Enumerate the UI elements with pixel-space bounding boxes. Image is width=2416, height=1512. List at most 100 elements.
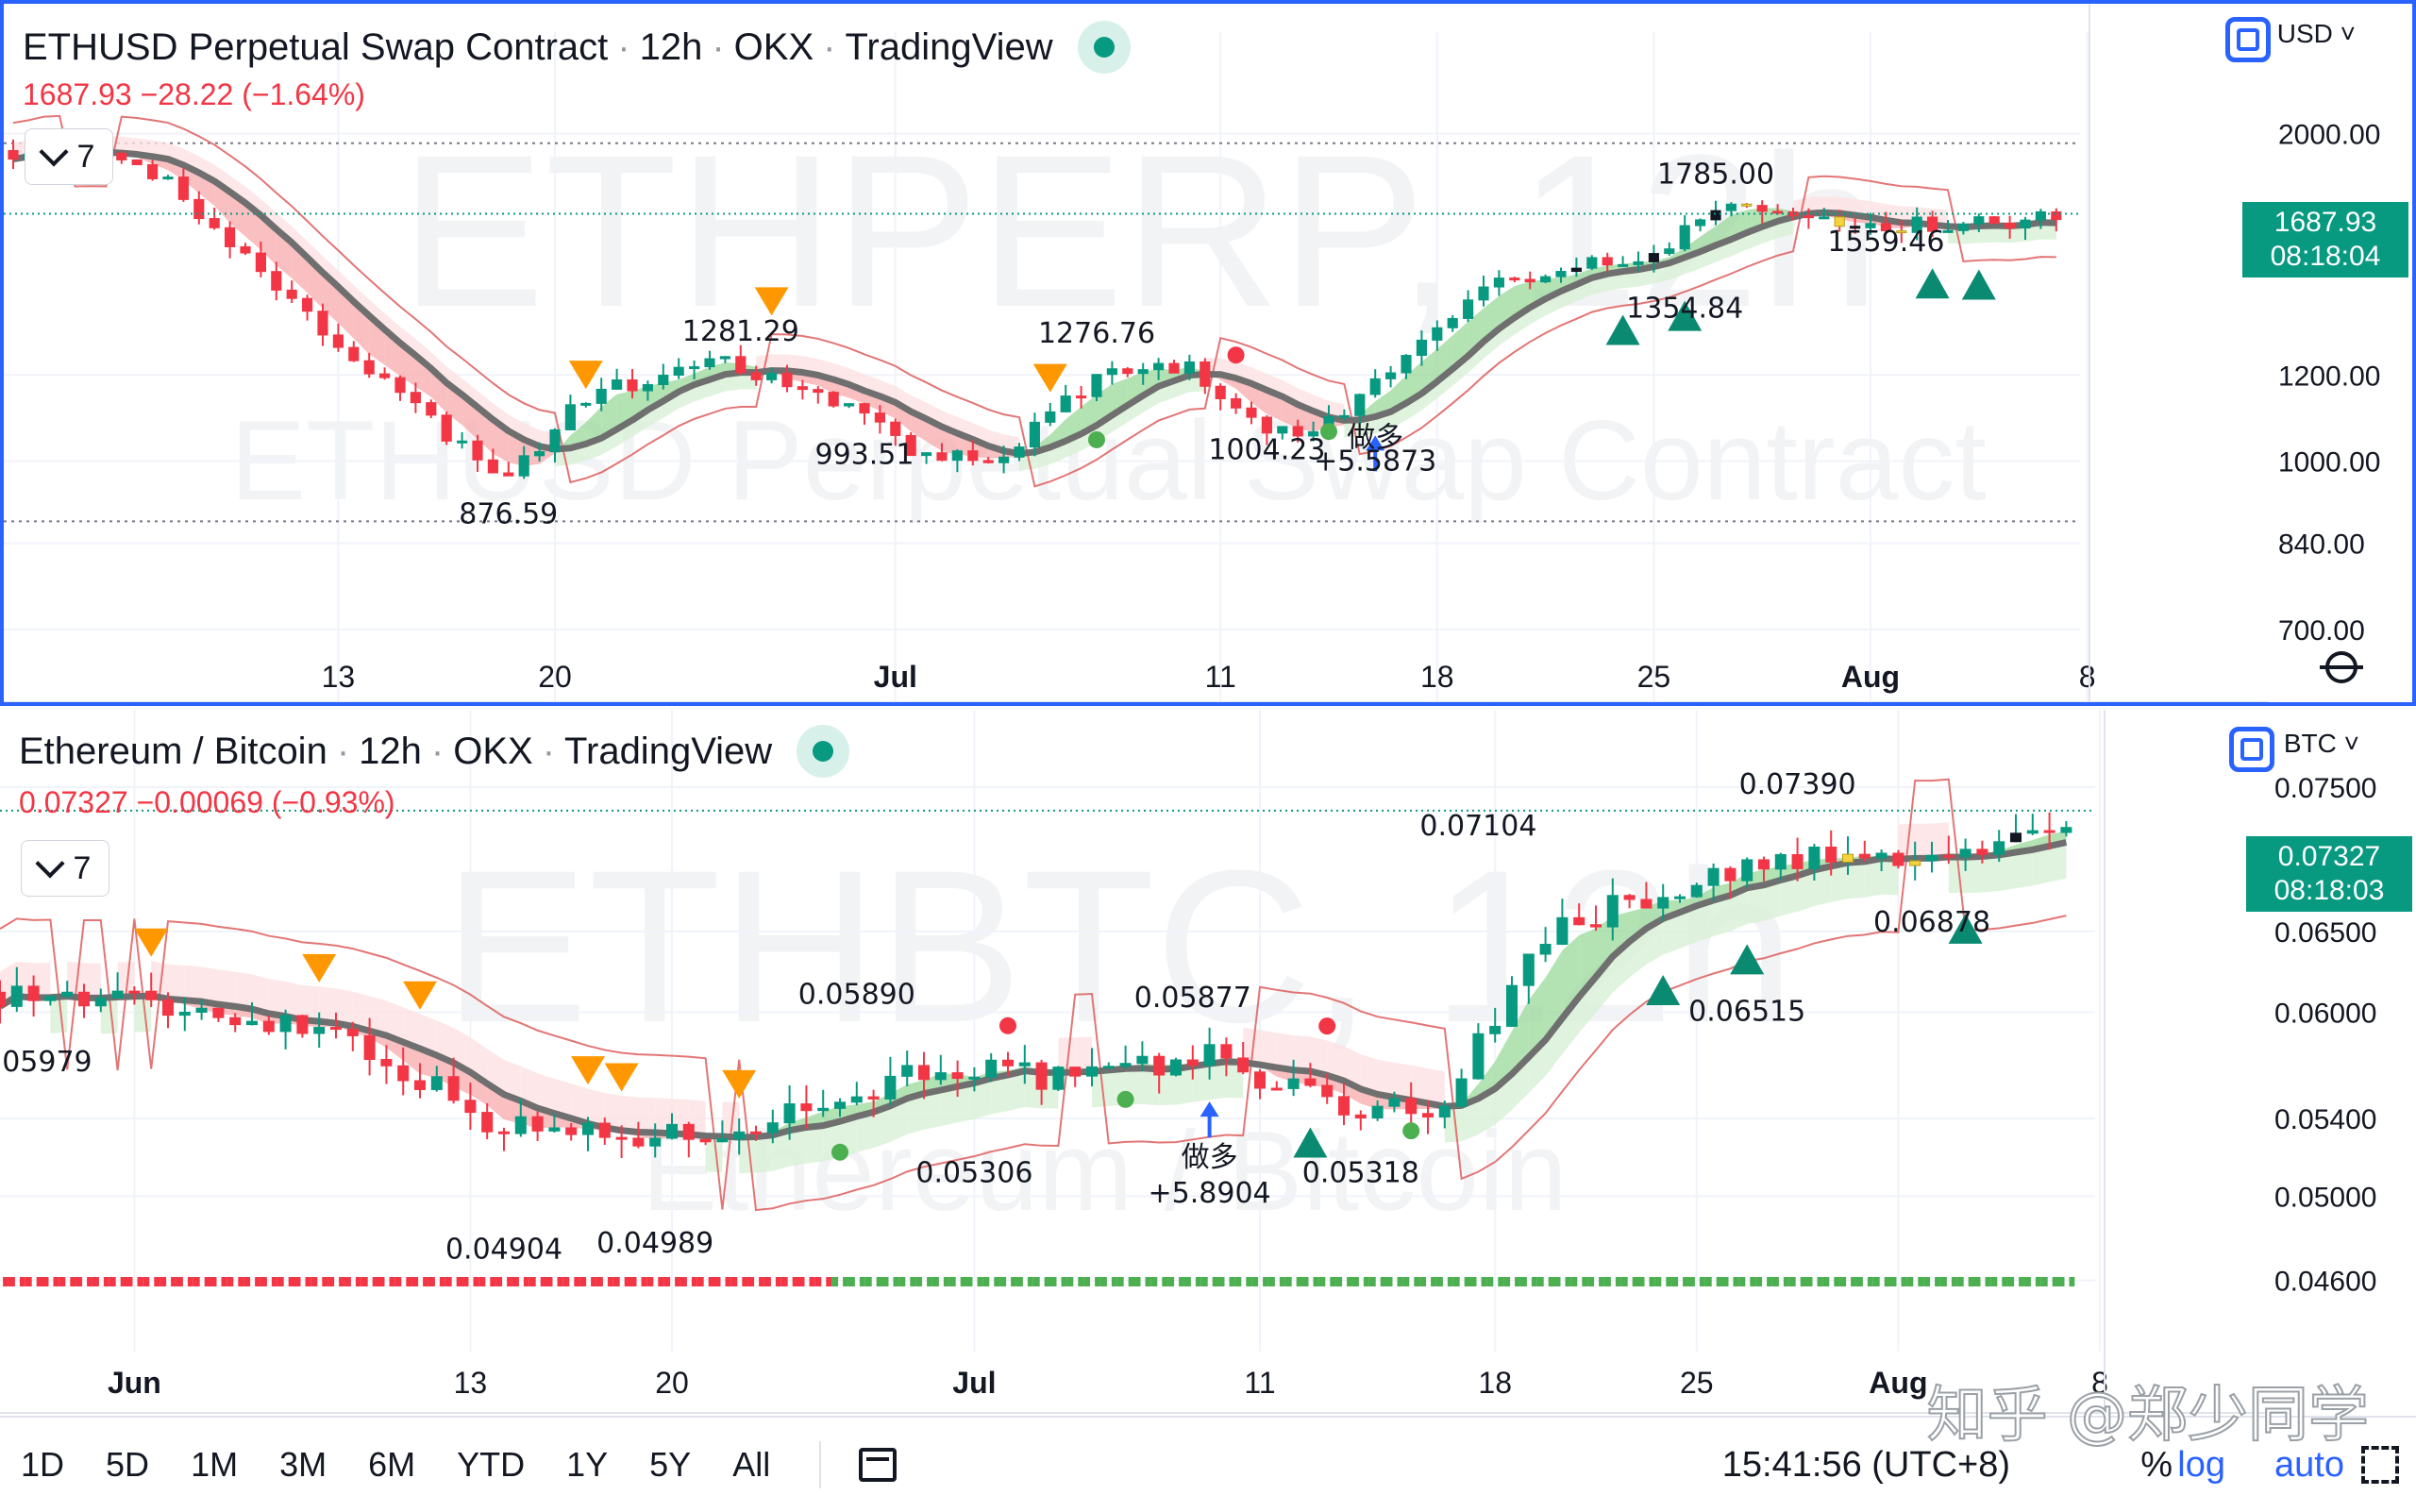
symbol-title[interactable]: Ethereum / Bitcoin bbox=[19, 731, 327, 773]
candle-body bbox=[1036, 1063, 1047, 1089]
range-all-button[interactable]: All bbox=[732, 1445, 770, 1485]
range-6m-button[interactable]: 6M bbox=[368, 1445, 415, 1485]
currency-selector[interactable]: BTC ˅ bbox=[2284, 729, 2359, 759]
last-price-tag: 1687.93 08:18:04 bbox=[2242, 202, 2408, 277]
x-tick-label: 18 bbox=[1420, 660, 1454, 694]
candle-body bbox=[303, 298, 312, 311]
source-label: TradingView bbox=[564, 731, 772, 773]
entry-signal-dot bbox=[1402, 1122, 1419, 1139]
candle-body bbox=[902, 1066, 913, 1076]
candle-body bbox=[1494, 278, 1503, 287]
candle-body bbox=[1322, 1085, 1333, 1097]
x-tick-label: 25 bbox=[1637, 660, 1671, 694]
ethusd-symbol-header[interactable]: ETHUSD Perpetual Swap Contract · 12h · O… bbox=[23, 21, 1131, 74]
candle-body bbox=[196, 1008, 207, 1012]
candle-body bbox=[751, 373, 761, 380]
price-annotation-label: 876.59 bbox=[459, 497, 558, 530]
candle-body bbox=[1826, 848, 1837, 863]
candle-body bbox=[1338, 1097, 1349, 1115]
x-tick-label: 18 bbox=[1478, 1366, 1512, 1400]
candle-body bbox=[1077, 396, 1086, 398]
range-ytd-button[interactable]: YTD bbox=[457, 1445, 525, 1485]
candle-body bbox=[1019, 1063, 1030, 1066]
entry-signal-dot bbox=[831, 1144, 848, 1161]
candle-body bbox=[829, 393, 838, 406]
candle-body bbox=[1571, 268, 1581, 271]
candle-body bbox=[1926, 855, 1937, 861]
candle-body bbox=[427, 403, 436, 415]
candle-body bbox=[814, 390, 823, 393]
candle-body bbox=[28, 986, 39, 1000]
candle-body bbox=[1842, 854, 1853, 862]
candle-body bbox=[117, 153, 126, 160]
currency-selector[interactable]: USD ˅ bbox=[2277, 19, 2356, 49]
candle-body bbox=[241, 246, 250, 253]
entry-signal-dot bbox=[1117, 1091, 1134, 1108]
candle-body bbox=[1742, 860, 1753, 881]
envelope-band-segment bbox=[2016, 849, 2033, 888]
candle-body bbox=[1200, 361, 1210, 386]
candle-body bbox=[643, 384, 652, 391]
candle-body bbox=[633, 1138, 644, 1146]
y-tick-label: 0.04600 bbox=[2274, 1267, 2376, 1298]
interval-label[interactable]: 12h bbox=[359, 731, 422, 773]
price-annotation-label: +5.8904 bbox=[1149, 1177, 1271, 1210]
candle-body bbox=[1169, 363, 1179, 373]
envelope-band-segment bbox=[1932, 822, 1949, 858]
exchange-label: OKX bbox=[734, 26, 814, 69]
candle-body bbox=[1587, 258, 1597, 268]
range-3m-button[interactable]: 3M bbox=[279, 1445, 327, 1485]
candle-body bbox=[1137, 1056, 1148, 1063]
candle-body bbox=[1120, 1064, 1131, 1067]
indicators-collapse-button[interactable]: 7 bbox=[25, 128, 113, 185]
candle-body bbox=[582, 1123, 593, 1134]
market-status-icon[interactable] bbox=[1078, 21, 1131, 74]
market-status-icon[interactable] bbox=[797, 725, 849, 778]
range-1y-button[interactable]: 1Y bbox=[566, 1445, 608, 1485]
range-5y-button[interactable]: 5Y bbox=[649, 1445, 691, 1485]
candle-body bbox=[458, 441, 467, 443]
candle-body bbox=[314, 1028, 325, 1033]
calendar-range-icon[interactable] bbox=[859, 1448, 897, 1482]
candle-body bbox=[1092, 375, 1101, 397]
candle-body bbox=[767, 373, 777, 379]
price-axis-mode-icon[interactable] bbox=[2229, 727, 2274, 772]
envelope-band-segment bbox=[235, 972, 252, 1010]
candle-body bbox=[246, 1021, 257, 1024]
indicators-collapse-button[interactable]: 7 bbox=[21, 840, 109, 897]
ethbtc-symbol-header[interactable]: Ethereum / Bitcoin · 12h · OKX · Trading… bbox=[19, 725, 849, 778]
candle-body bbox=[473, 441, 482, 460]
candle-body bbox=[1641, 899, 1652, 908]
candle-body bbox=[784, 1104, 795, 1123]
candle-body bbox=[797, 387, 807, 390]
candle-body bbox=[1989, 217, 1999, 224]
candle-body bbox=[1523, 954, 1534, 985]
candle-body bbox=[519, 456, 528, 476]
interval-label[interactable]: 12h bbox=[640, 26, 703, 69]
candle-body bbox=[683, 1124, 694, 1139]
ethbtc-price-change: 0.07327 −0.00069 (−0.93%) bbox=[19, 785, 395, 820]
candle-body bbox=[717, 1139, 728, 1142]
x-tick-label: 25 bbox=[1680, 1366, 1714, 1400]
candle-body bbox=[1792, 855, 1803, 869]
candle-body bbox=[1355, 395, 1365, 415]
candle-body bbox=[650, 1138, 661, 1146]
y-tick-label: 1000.00 bbox=[2278, 446, 2380, 478]
range-5d-button[interactable]: 5D bbox=[106, 1445, 149, 1485]
candle-body bbox=[532, 1117, 543, 1131]
range-1d-button[interactable]: 1D bbox=[21, 1445, 64, 1485]
range-1m-button[interactable]: 1M bbox=[191, 1445, 238, 1485]
envelope-band-segment bbox=[1915, 824, 1932, 859]
price-annotation-label: 0.06515 bbox=[1688, 995, 1805, 1028]
y-tick-label: 0.07500 bbox=[2274, 773, 2376, 804]
candle-body bbox=[1960, 849, 1971, 857]
price-axis-mode-icon[interactable] bbox=[2225, 17, 2271, 62]
symbol-title[interactable]: ETHUSD Perpetual Swap Contract bbox=[23, 26, 608, 69]
candle-body bbox=[1711, 210, 1720, 220]
chart-settings-gear-icon[interactable] bbox=[2325, 651, 2357, 683]
candle-body bbox=[922, 453, 931, 456]
candle-body bbox=[1247, 408, 1256, 417]
candle-body bbox=[1479, 287, 1488, 300]
